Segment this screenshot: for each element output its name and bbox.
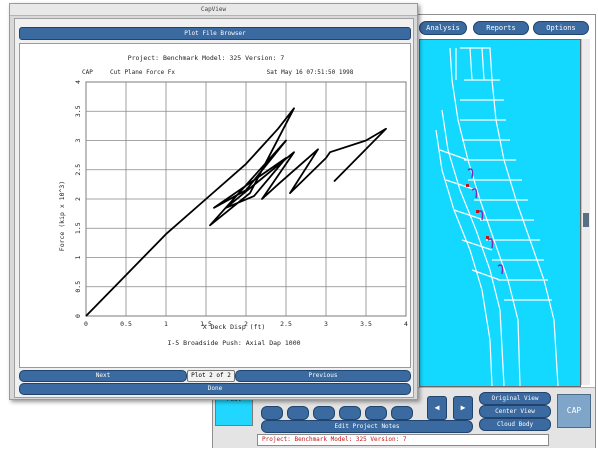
step-back-button[interactable]: ◀ <box>427 396 447 420</box>
plot-indicator: Plot 2 of 2 <box>187 370 235 382</box>
chart-title: Project: Benchmark Model: 325 Version: 7 <box>128 54 285 62</box>
tool-button-3[interactable] <box>313 406 335 420</box>
force-curve-line <box>85 107 387 317</box>
scrollbar-thumb[interactable] <box>583 213 589 227</box>
force-displacement-chart: Project: Benchmark Model: 325 Version: 7… <box>58 54 408 347</box>
tool-button-6[interactable] <box>391 406 413 420</box>
viewport-scrollbar[interactable] <box>581 39 590 385</box>
x-tick-label: 1 <box>164 320 168 328</box>
plot-browser-panel: Plot File Browser Project: Benchmark Mod… <box>14 18 414 398</box>
tab-reports[interactable]: Reports <box>473 21 529 35</box>
model-viewport[interactable] <box>419 39 581 387</box>
center-view-button[interactable]: Center View <box>479 405 551 418</box>
original-view-button[interactable]: Original View <box>479 392 551 405</box>
y-tick-label: 1 <box>74 255 82 259</box>
tool-button-5[interactable] <box>365 406 387 420</box>
panel-title: Plot File Browser <box>19 27 411 40</box>
tab-analysis[interactable]: Analysis <box>419 21 467 35</box>
next-button[interactable]: Next <box>19 370 187 382</box>
cap-logo-button[interactable]: CAP <box>557 394 591 428</box>
previous-button[interactable]: Previous <box>235 370 411 382</box>
chart-timestamp: Sat May 16 07:51:50 1998 <box>267 69 354 76</box>
step-forward-button[interactable]: ▶ <box>453 396 473 420</box>
edit-project-notes-button[interactable]: Edit Project Notes <box>261 420 473 433</box>
x-tick-label: 0 <box>84 320 88 328</box>
y-tick-label: 3 <box>74 138 82 142</box>
chart-subtitle: Cut Plane Force Fx <box>110 69 175 76</box>
x-tick-label: 3.5 <box>360 320 372 328</box>
x-tick-label: 4 <box>404 320 408 328</box>
tool-button-4[interactable] <box>339 406 361 420</box>
capview-window: CapView Plot File Browser Project: Bench… <box>9 3 418 400</box>
x-tick-label: 3 <box>324 320 328 328</box>
x-tick-label: 2.5 <box>280 320 292 328</box>
tool-button-2[interactable] <box>287 406 309 420</box>
project-status-line: Project: Benchmark Model: 325 Version: 7 <box>257 434 549 446</box>
y-tick-label: 4 <box>74 80 82 84</box>
y-tick-label: 0.5 <box>74 281 82 293</box>
chart-badge: CAP <box>82 69 93 76</box>
chart-caption: I-5 Broadside Push: Axial Dap 1000 <box>167 339 300 347</box>
tool-button-1[interactable] <box>261 406 283 420</box>
x-tick-label: 0.5 <box>120 320 132 328</box>
menu-tab-bar: Analysis Reports Options <box>213 21 595 35</box>
y-tick-label: 2 <box>74 197 82 201</box>
cloud-body-button[interactable]: Cloud Body <box>479 418 551 431</box>
plot-area: Project: Benchmark Model: 325 Version: 7… <box>19 43 411 368</box>
done-button[interactable]: Done <box>19 383 411 395</box>
y-tick-label: 3.5 <box>74 105 82 117</box>
y-tick-label: 0 <box>74 314 82 318</box>
structure-wireframe <box>435 47 559 386</box>
x-tick-label: 2 <box>244 320 248 328</box>
tab-options[interactable]: Options <box>533 21 589 35</box>
y-axis-label: Force (kip x 10^3) <box>58 181 66 251</box>
y-tick-label: 1.5 <box>74 222 82 234</box>
y-tick-label: 2.5 <box>74 164 82 176</box>
x-axis-label: X Deck Disp (ft) <box>203 323 266 331</box>
window-title[interactable]: CapView <box>10 4 417 16</box>
x-tick-label: 1.5 <box>200 320 212 328</box>
